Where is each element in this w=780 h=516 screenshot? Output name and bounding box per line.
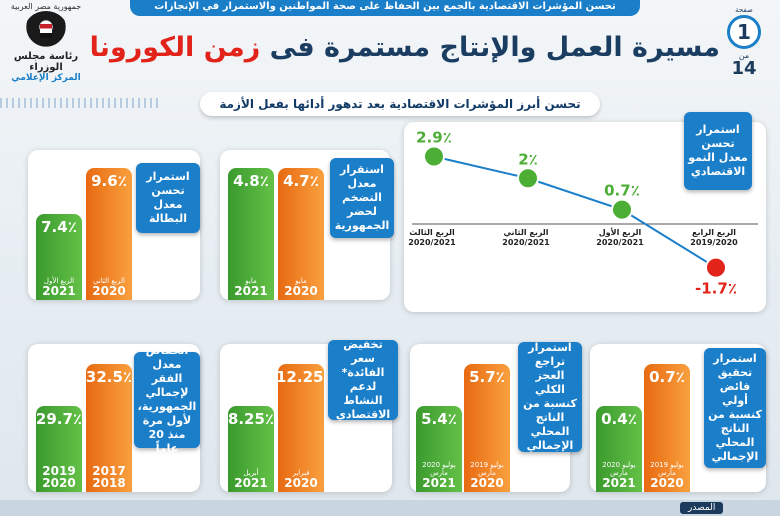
growth-value-label: -1.7٪ [695,280,737,298]
growth-point [705,256,727,279]
bar-value: 0.4٪ [601,410,637,428]
growth-value-label: 0.7٪ [604,182,640,200]
bottom-strip [0,500,780,516]
eagle-emblem-icon [24,11,68,51]
top-banner: تحسن المؤشرات الاقتصادية بالجمع بين الحف… [130,0,640,16]
title-highlight: زمن الكورونا [89,32,261,63]
bar-value: 32.5٪ [85,368,133,386]
interest-bar-2020: 12.25٪ فبراير 2020 [276,364,333,492]
unemployment-bar-2020: 9.6٪ الربع الثاني 2020 [86,168,132,300]
bar-value: 5.7٪ [469,368,505,386]
quarter-label: الربع الرابع 2019/2020 [690,228,738,247]
bar-label: يوليو 2019 مارس 2020 [650,461,684,490]
unemployment-bar-2021: 7.4٪ الربع الأول 2021 [36,214,82,300]
bar-value: 9.6٪ [91,172,127,190]
decorative-dots [0,98,160,108]
quarter-label: الربع الأول 2020/2021 [596,228,644,247]
page-indicator: صفحة 1 من 14 [724,6,764,78]
deficit-bar-2020: 5.7٪ يوليو 2019 مارس 2020 [464,364,510,492]
bar-value: 4.7٪ [283,172,319,190]
bar-value: 12.25٪ [276,368,333,386]
logo: جمهورية مصر العربية رئاسة مجلس الوزراء ا… [10,2,82,83]
bar-value: 5.4٪ [421,410,457,428]
title-main: مسيرة العمل والإنتاج مستمرة فى [260,32,720,63]
surplus-bar-2020: 0.7٪ يوليو 2019 مارس 2020 [644,364,690,492]
page-of: من [738,51,750,60]
interest-note: تخفيض سعر الفائدة* لدعم النشاط الاقتصادي [328,338,398,421]
page-label: صفحة [735,6,753,14]
page-title: مسيرة العمل والإنتاج مستمرة فى زمن الكور… [90,32,720,63]
bar-label: الربع الثاني 2020 [92,277,126,298]
inflation-bar-2020: 4.7٪ مايو 2020 [278,168,324,300]
poverty-bar-2017-2018: 32.5٪ 2017 2018 [86,364,132,492]
bar-value: 8.25٪ [227,410,275,428]
bar-label: مايو 2021 [234,277,268,298]
growth-value-label: 2.9٪ [416,129,452,147]
growth-point [611,198,633,221]
page-total: 14 [731,58,757,79]
inflation-bar-2021: 4.8٪ مايو 2021 [228,168,274,300]
growth-note: استمرار تحسن معدل النمو الاقتصادي [684,112,752,190]
logo-center: المركز الإعلامي [11,73,81,83]
page-number: 1 [727,15,761,49]
poverty-note: انخفاض معدل الفقر لإجمالي الجمهورية، لأو… [134,344,200,455]
subtitle-bar: تحسن أبرز المؤشرات الاقتصادية بعد تدهور … [200,92,600,116]
unemployment-note: استمرار تحسن معدل البطالة [136,163,200,233]
bar-label: يوليو 2020 مارس 2021 [602,461,636,490]
quarter-label: الربع الثالث 2020/2021 [408,228,456,247]
logo-org: رئاسة مجلس الوزراء [13,51,79,73]
deficit-bar-2021: 5.4٪ يوليو 2020 مارس 2021 [416,406,462,492]
growth-series-line [433,155,717,269]
bar-value: 29.7٪ [35,410,83,428]
bar-label: 2019 2020 [42,464,76,490]
bar-label: يوليو 2020 مارس 2021 [422,461,456,490]
surplus-bar-2021: 0.4٪ يوليو 2020 مارس 2021 [596,406,642,492]
quarter-label: الربع الثاني 2020/2021 [502,228,550,247]
inflation-note: استقرار معدل التضخم لحضر الجمهورية [330,158,394,238]
bar-label: فبراير 2020 [284,469,318,490]
poverty-bar-2019-2020: 29.7٪ 2019 2020 [36,406,82,492]
logo-country: جمهورية مصر العربية [10,2,82,11]
deficit-note: استمرار تراجع العجز الكلي كنسبة من النات… [518,341,582,452]
bar-value: 4.8٪ [233,172,269,190]
surplus-note: استمرار تحقيق فائض أولي كنسبة من الناتج … [704,348,766,468]
growth-point [517,167,539,190]
bar-value: 7.4٪ [41,218,77,236]
bar-label: أبريل 2021 [234,469,268,490]
interest-bar-2021: 8.25٪ أبريل 2021 [228,406,274,492]
bar-label: مايو 2020 [284,277,318,298]
bar-value: 0.7٪ [649,368,685,386]
bar-label: الربع الأول 2021 [42,277,76,298]
growth-point [423,145,445,168]
growth-value-label: 2٪ [518,150,538,168]
source-label: المصدر [680,502,724,514]
bar-label: يوليو 2019 مارس 2020 [470,461,504,490]
growth-chart: 2.9٪ 2٪ 0.7٪ -1.7٪ [412,129,758,298]
bar-label: 2017 2018 [92,464,126,490]
